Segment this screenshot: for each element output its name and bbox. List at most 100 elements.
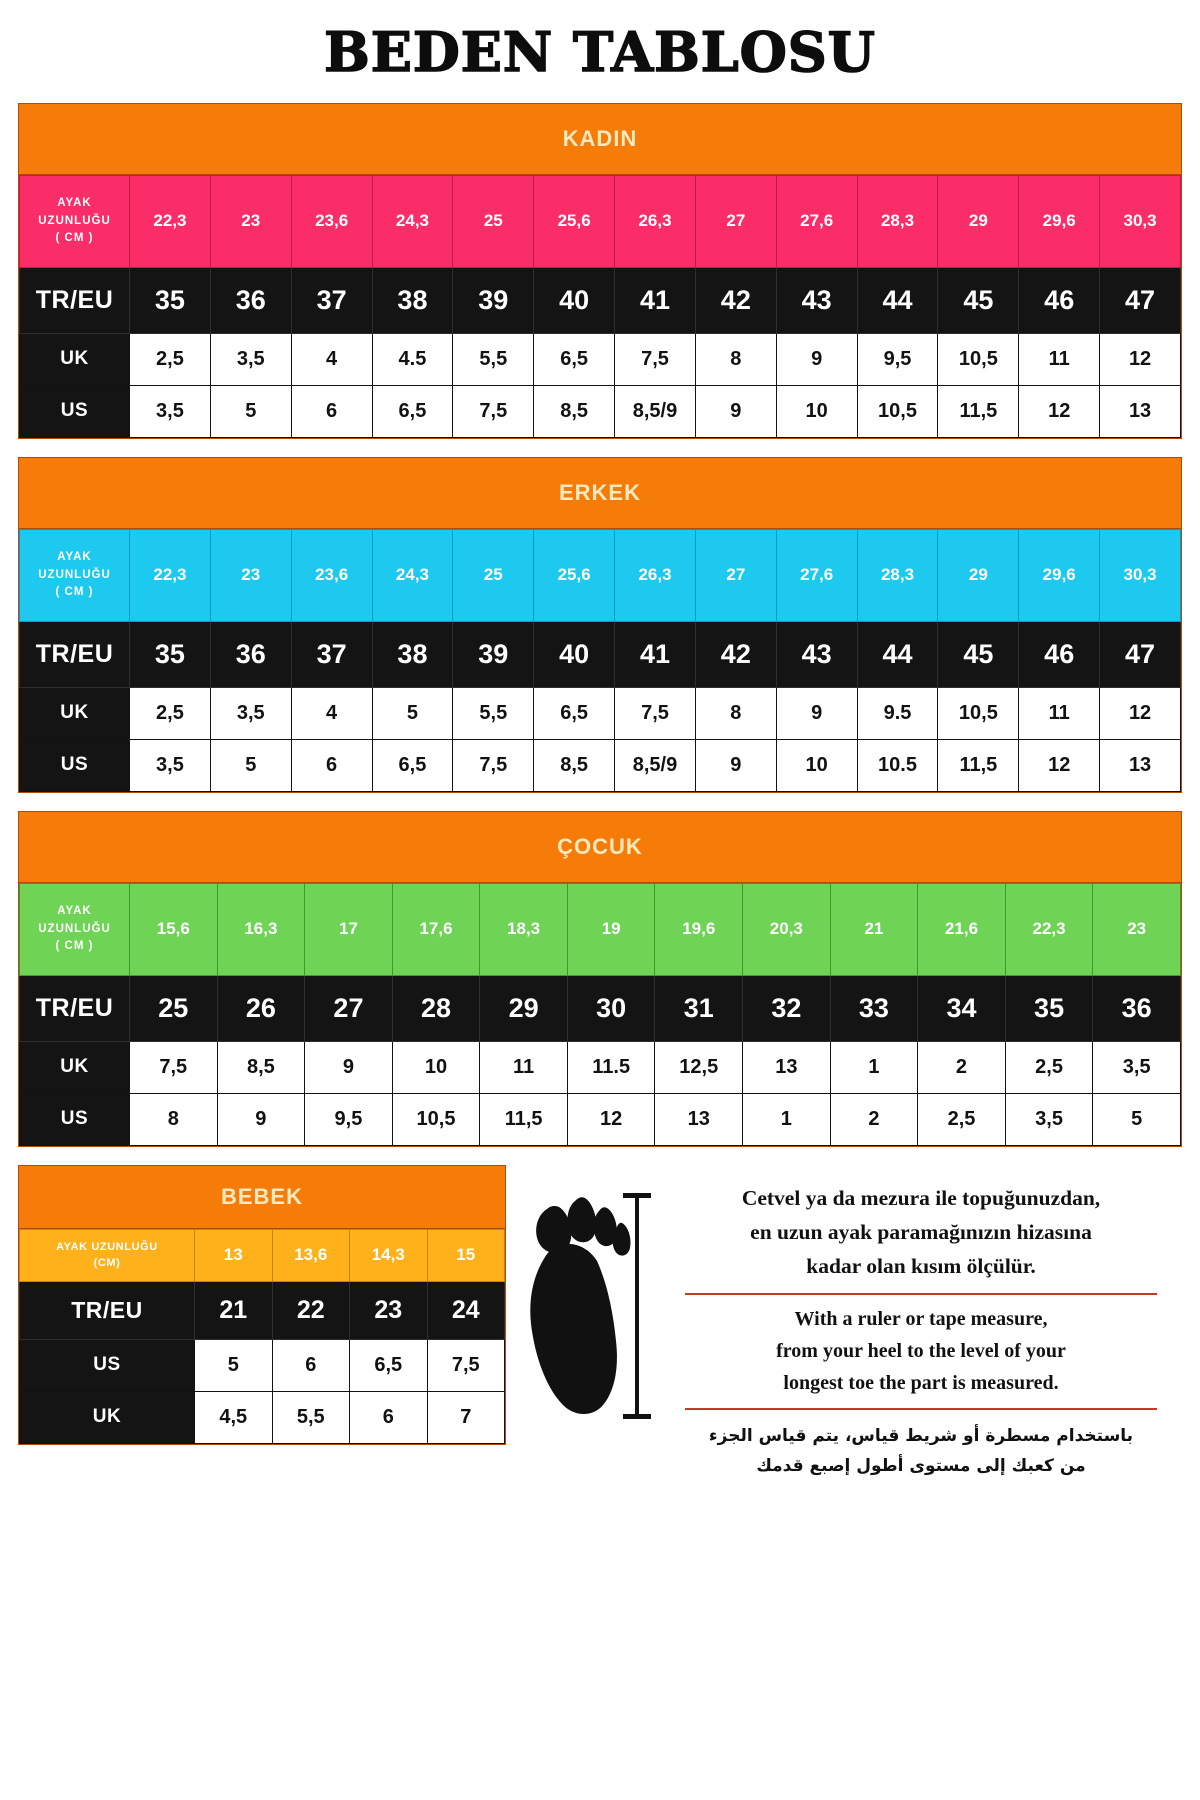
uk-value-cell: 5 [371, 686, 454, 740]
cm-value-cell: 25,6 [533, 174, 616, 268]
table-row-uk-erkek: UK 2,5 3,5 4 5 5,5 6,5 7,5 8 9 9.5 10,5 11 12 [19, 686, 1181, 740]
baby-cm-label-line2: (CM) [93, 1257, 121, 1270]
table-row-tr_eu-kadin: TR/EU 35 36 37 38 39 40 41 42 43 44 45 46 47 [19, 266, 1181, 334]
cm-value-cell: 29 [937, 528, 1020, 622]
baby-cm-value-cell: 15 [426, 1228, 505, 1282]
us-value-cell: 3,5 [1004, 1092, 1094, 1146]
cm-label-line3: ( CM ) [55, 231, 94, 244]
uk-value-cell: 1 [829, 1040, 919, 1094]
tr-eu-value-cell: 42 [694, 266, 777, 334]
cm-value-cell: 27 [694, 174, 777, 268]
baby-table-row-cm: AYAK UZUNLUĞU (CM) 13 13,6 14,3 15 [19, 1228, 505, 1282]
table-row-us-erkek: US 3,5 5 6 6,5 7,5 8,5 8,5/9 9 10 10.5 11,5 12 13 [19, 738, 1181, 792]
cm-value-cell: 22,3 [1004, 882, 1094, 976]
bebek-band-title: BEBEK [19, 1165, 505, 1229]
baby-cm-label-line1: AYAK UZUNLUĞU [56, 1240, 158, 1253]
tr-eu-value-cell: 45 [937, 620, 1020, 688]
cm-value-cell: 28,3 [856, 174, 939, 268]
cm-label-line3: ( CM ) [55, 939, 94, 952]
baby-table-row-tr_eu: TR/EU 21 22 23 24 [19, 1280, 505, 1340]
tr-eu-value-cell: 28 [391, 974, 481, 1042]
us-value-cell: 7,5 [452, 738, 535, 792]
divider-top [684, 1292, 1158, 1295]
us-value-cell: 11,5 [937, 738, 1020, 792]
cm-value-cell: 23 [1092, 882, 1181, 976]
cm-value-cell: 22,3 [129, 528, 211, 622]
tr-eu-value-cell: 37 [290, 620, 373, 688]
section-title-erkek: ERKEK [19, 457, 1181, 529]
uk-value-cell: 4.5 [371, 332, 454, 386]
tr-eu-value-cell: 35 [129, 266, 211, 334]
baby-tr-eu-value-cell: 23 [349, 1280, 428, 1340]
table-row-cm-cocuk: AYAK UZUNLUĞU ( CM ) 15,6 16,3 17 17,6 18,3 19 19… [19, 882, 1181, 976]
us-value-cell: 10 [775, 738, 858, 792]
cm-label-line1: AYAK [57, 905, 92, 918]
cm-value-cell: 16,3 [216, 882, 306, 976]
table-row-cm-erkek: AYAK UZUNLUĞU ( CM ) 22,3 23 23,6 24,3 25 25,6 26… [19, 528, 1181, 622]
tr-line-1: Cetvel ya da mezura ile topuğunuzdan, [741, 1185, 1101, 1210]
us-value-cell: 13 [1099, 738, 1181, 792]
tr-eu-value-cell: 32 [742, 974, 831, 1042]
us-value-cell: 10,5 [856, 384, 939, 438]
sections-container: KADIN AYAK UZUNLUĞU( CM ) 22,3 23 23,6 24,3 25 2… [0, 102, 1200, 1147]
bebek-table: AYAK UZUNLUĞU (CM) 13 13,6 14,3 15 TR/EU 21 22 23… [19, 1228, 505, 1444]
instructions-english: With a ruler or tape measure, from your … [664, 1303, 1178, 1399]
tr-eu-value-cell: 35 [129, 620, 211, 688]
ar-line-1: باستخدام مسطرة أو شريط قياس، يتم قياس ال… [708, 1425, 1134, 1446]
cm-value-cell: 27 [694, 528, 777, 622]
section-cocuk: ÇOCUK AYAK UZUNLUĞU( CM ) 15,6 16,3 17 17,6 18,… [18, 810, 1182, 1147]
divider-bottom [684, 1407, 1158, 1410]
uk-value-cell: 9 [775, 332, 858, 386]
us-value-cell: 3,5 [129, 738, 211, 792]
tr-eu-value-cell: 46 [1018, 620, 1101, 688]
tr-eu-value-cell: 43 [775, 266, 858, 334]
baby-tr-eu-value-cell: 22 [271, 1280, 350, 1340]
instructions-turkish: Cetvel ya da mezura ile topuğunuzdan, en… [664, 1181, 1178, 1284]
en-line-3: longest toe the part is measured. [783, 1371, 1059, 1394]
tr-eu-value-cell: 37 [290, 266, 373, 334]
tr-eu-value-cell: 34 [917, 974, 1006, 1042]
us-value-cell: 10 [775, 384, 858, 438]
cm-value-cell: 24,3 [371, 528, 454, 622]
us-value-cell: 9 [694, 384, 777, 438]
us-value-cell: 12 [566, 1092, 656, 1146]
foot-illustration [506, 1165, 656, 1429]
uk-value-cell: 11 [1018, 686, 1101, 740]
cm-label-line2: UZUNLUĞU [38, 568, 111, 581]
row-label-uk: UK [19, 1040, 130, 1094]
us-value-cell: 1 [742, 1092, 831, 1146]
uk-value-cell: 10 [391, 1040, 481, 1094]
tr-eu-value-cell: 43 [775, 620, 858, 688]
tr-eu-value-cell: 33 [829, 974, 919, 1042]
instructions-arabic: باستخدام مسطرة أو شريط قياس، يتم قياس ال… [664, 1422, 1178, 1482]
tr-eu-value-cell: 31 [654, 974, 744, 1042]
cm-label-line2: UZUNLUĞU [38, 214, 111, 227]
tr-eu-value-cell: 41 [614, 620, 696, 688]
bebek-table-block: BEBEK AYAK UZUNLUĞU (CM) 13 13,6 14,3 15 TR/EU… [18, 1164, 506, 1445]
cm-value-cell: 21 [829, 882, 919, 976]
tr-eu-value-cell: 27 [304, 974, 393, 1042]
tr-eu-value-cell: 36 [209, 620, 292, 688]
baby-uk-value-cell: 7 [426, 1390, 505, 1444]
table-row-tr_eu-cocuk: TR/EU 25 26 27 28 29 30 31 32 33 34 35 36 [19, 974, 1181, 1042]
table-row-us-kadin: US 3,5 5 6 6,5 7,5 8,5 8,5/9 9 10 10,5 11,5 12 13 [19, 384, 1181, 438]
cm-value-cell: 23,6 [290, 174, 373, 268]
us-value-cell: 5 [209, 738, 292, 792]
cm-label-line1: AYAK [57, 551, 92, 564]
page-title: BEDEN TABLOSU [323, 20, 876, 84]
uk-value-cell: 4 [290, 686, 373, 740]
uk-value-cell: 12 [1099, 332, 1181, 386]
size-table-erkek: AYAK UZUNLUĞU ( CM ) 22,3 23 23,6 24,3 25 25,6 26… [19, 528, 1181, 792]
tr-eu-value-cell: 29 [479, 974, 568, 1042]
us-value-cell: 11,5 [479, 1092, 568, 1146]
tr-eu-value-cell: 42 [694, 620, 777, 688]
uk-value-cell: 7,5 [614, 332, 696, 386]
baby-tr-eu-value-cell: 24 [426, 1280, 505, 1340]
uk-value-cell: 5,5 [452, 332, 535, 386]
tr-eu-value-cell: 38 [371, 266, 454, 334]
tr-eu-value-cell: 30 [566, 974, 656, 1042]
cm-value-cell: 15,6 [129, 882, 218, 976]
baby-us-value-cell: 5 [194, 1338, 273, 1392]
cm-value-cell: 25 [452, 174, 535, 268]
ar-line-2: من كعبك إلى مستوى أطول إصبع قدمك [756, 1455, 1086, 1476]
